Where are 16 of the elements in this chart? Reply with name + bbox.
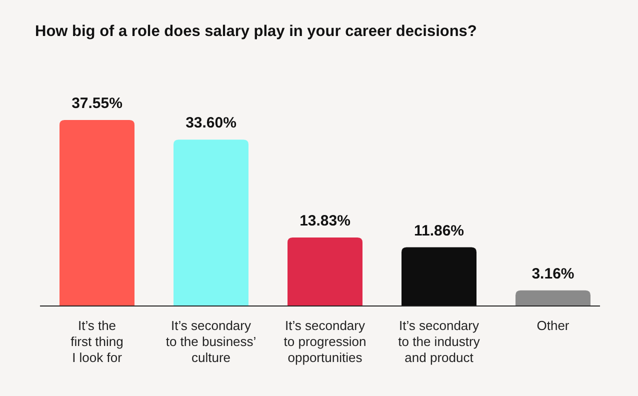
x-tick-label: It’s secondary to the industry and product bbox=[398, 318, 480, 365]
bar bbox=[516, 290, 590, 306]
bar bbox=[174, 140, 248, 306]
x-tick-label: It’s secondary to progression opportunities bbox=[284, 318, 366, 365]
bar bbox=[60, 120, 134, 306]
bar bbox=[402, 247, 476, 306]
x-tick-label: It’s secondary to the business’ culture bbox=[166, 318, 256, 365]
data-label: 11.86% bbox=[414, 222, 464, 240]
data-label: 13.83% bbox=[300, 212, 350, 230]
data-label: 37.55% bbox=[72, 95, 122, 112]
x-tick-label: It’s the first thing I look for bbox=[70, 318, 124, 365]
chart-title: How big of a role does salary play in your career decisions? bbox=[35, 23, 477, 40]
data-label: 3.16% bbox=[532, 265, 574, 282]
data-label: 33.60% bbox=[186, 114, 236, 132]
x-tick-label: Other bbox=[536, 318, 570, 333]
bar bbox=[288, 237, 362, 306]
